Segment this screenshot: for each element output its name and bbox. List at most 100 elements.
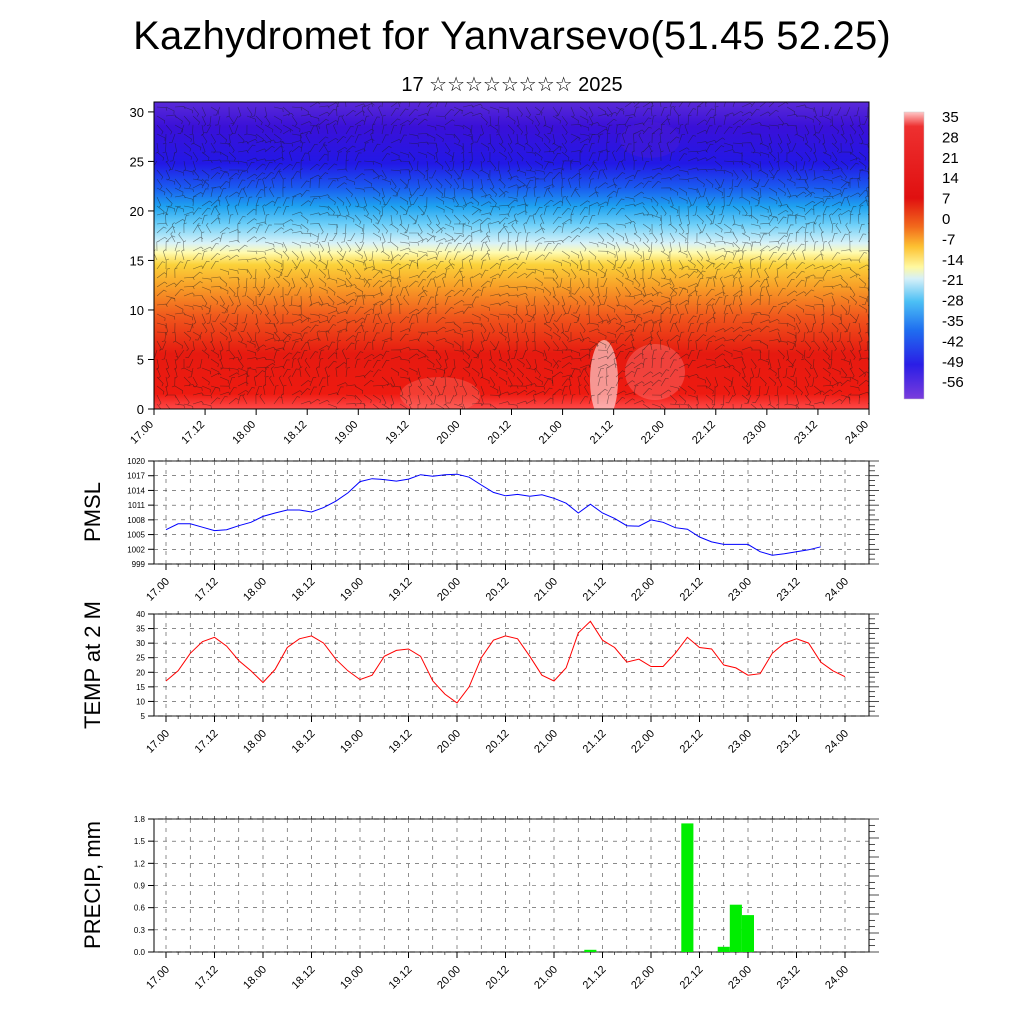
- y-tick-label: 0: [137, 402, 144, 417]
- wind-barb: [263, 384, 267, 396]
- wind-barb: [183, 211, 195, 216]
- wind-barb: [469, 258, 473, 270]
- wind-barb: [201, 313, 206, 325]
- wind-barb: [543, 358, 552, 367]
- wind-barb: [813, 241, 819, 252]
- wind-barb: [372, 385, 384, 389]
- wind-barb: [615, 133, 621, 144]
- wind-barb: [831, 399, 843, 405]
- wind-barb: [171, 322, 176, 334]
- wind-barb: [165, 205, 172, 216]
- wind-barb: [597, 393, 601, 405]
- wind-barb: [687, 385, 696, 395]
- wind-barb: [756, 385, 761, 397]
- wind-barb: [795, 243, 805, 252]
- wind-barb: [525, 115, 534, 125]
- wind-barb: [694, 285, 698, 297]
- wind-barb: [867, 394, 869, 396]
- wind-barb: [687, 394, 698, 401]
- wind-barb: [570, 235, 581, 243]
- wind-barb: [489, 367, 498, 377]
- wind-barb: [684, 241, 689, 253]
- wind-barb: [660, 241, 665, 253]
- wind-barb: [588, 204, 593, 216]
- wind-barb: [732, 160, 743, 165]
- wind-barb: [177, 124, 185, 134]
- wind-barb: [183, 187, 194, 193]
- wind-barb: [588, 349, 594, 360]
- wind-barb: [345, 259, 355, 268]
- wind-barb: [570, 150, 582, 154]
- wind-barb: [786, 233, 794, 243]
- wind-barb: [255, 139, 267, 144]
- wind-barb: [641, 259, 645, 271]
- wind-barb: [381, 153, 391, 162]
- wind-barb: [327, 120, 339, 126]
- wind-barb: [560, 322, 564, 334]
- wind-barb: [462, 288, 472, 297]
- wind-barb: [345, 145, 356, 153]
- wind-barb: [169, 151, 176, 162]
- wind-barb: [489, 196, 497, 207]
- y-tick-label: 1.2: [134, 859, 146, 868]
- wind-barb: [519, 349, 527, 359]
- wind-barb: [262, 204, 266, 216]
- wind-barb: [480, 222, 484, 234]
- wind-barb: [700, 187, 707, 198]
- wind-barb: [419, 187, 428, 197]
- wind-barb: [483, 331, 491, 341]
- wind-barb: [428, 169, 437, 179]
- wind-barb: [615, 304, 626, 310]
- wind-barb: [656, 330, 662, 342]
- wind-barb: [161, 349, 167, 360]
- y-tick-label: 40: [136, 610, 145, 619]
- wind-barb: [372, 304, 378, 315]
- wind-barb: [480, 304, 490, 311]
- x-tick-label: 23.00: [726, 728, 754, 756]
- wind-barb: [480, 217, 491, 225]
- wind-barb: [336, 397, 347, 405]
- wind-barb: [183, 142, 192, 152]
- wind-barb: [631, 339, 635, 351]
- wind-barb: [669, 223, 678, 233]
- wind-barb: [658, 321, 662, 333]
- wind-barb: [624, 174, 636, 180]
- wind-barb: [759, 222, 771, 227]
- wind-barb: [201, 179, 210, 189]
- x-tick-label: 19.12: [384, 419, 412, 447]
- wind-barb: [324, 366, 329, 378]
- wind-barb: [633, 314, 641, 324]
- wind-barb: [327, 102, 339, 108]
- wind-barb: [630, 330, 635, 342]
- wind-barb: [525, 160, 532, 171]
- wind-barb: [174, 349, 179, 361]
- wind-barb: [648, 241, 653, 253]
- wind-barb: [605, 375, 609, 387]
- wind-barb: [426, 358, 435, 368]
- wind-barb: [381, 280, 392, 288]
- wind-barb: [381, 394, 387, 406]
- wind-barb: [547, 124, 554, 135]
- wind-barb: [327, 205, 335, 216]
- wind-barb: [584, 366, 590, 378]
- wind-barb: [570, 313, 580, 322]
- wind-barb: [843, 106, 851, 116]
- wind-barb: [417, 133, 429, 137]
- wind-barb: [390, 169, 402, 174]
- wind-barb: [201, 188, 209, 198]
- wind-barb: [282, 368, 291, 378]
- wind-barb: [533, 186, 537, 198]
- wind-barb: [723, 115, 729, 126]
- wind-barb: [570, 259, 579, 269]
- wind-barb: [321, 232, 329, 242]
- wind-barb: [601, 295, 608, 305]
- wind-barb: [795, 262, 806, 270]
- wind-barb: [606, 352, 617, 360]
- wind-barb: [453, 142, 463, 150]
- wind-barb: [759, 325, 770, 333]
- y-tick-label: 1017: [127, 472, 145, 481]
- wind-barb: [370, 132, 374, 144]
- wind-barb: [228, 387, 237, 396]
- wind-barb: [336, 205, 341, 217]
- wind-barb: [282, 197, 290, 207]
